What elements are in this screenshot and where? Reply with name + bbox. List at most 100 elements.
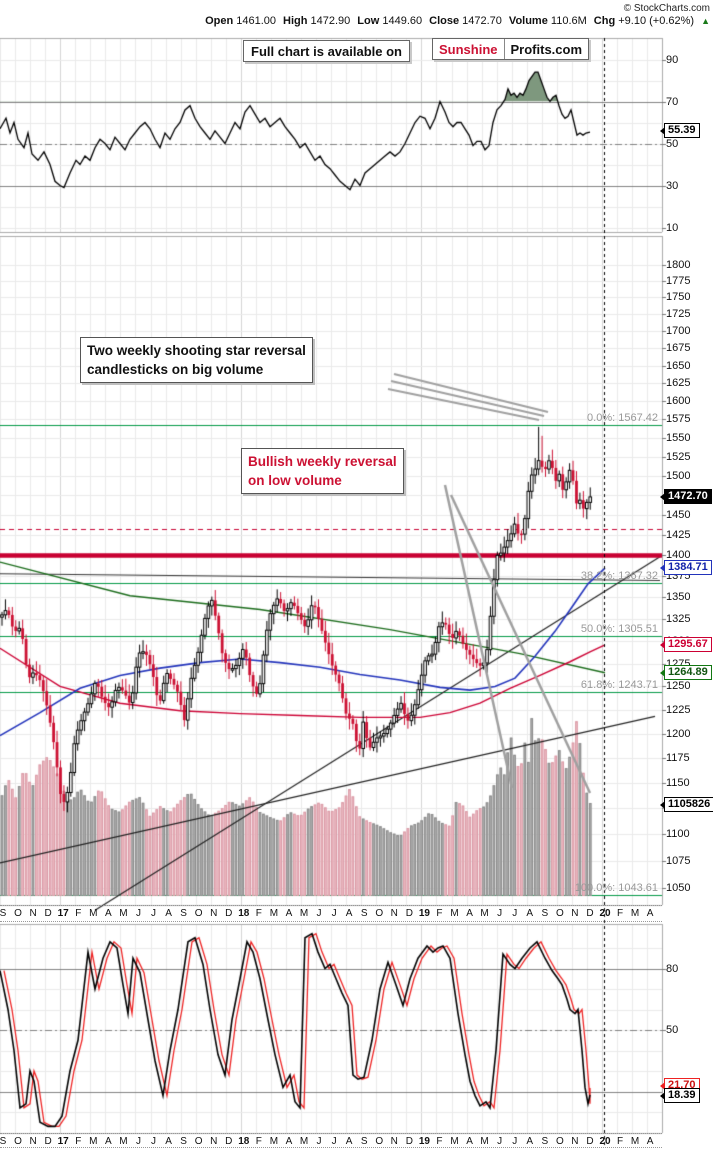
- x-axis-month-label: F: [616, 908, 624, 919]
- x-axis-month-label: J: [135, 908, 141, 919]
- rsi-axis-tick: 70: [666, 95, 679, 108]
- rsi-axis-tick: 10: [666, 221, 679, 234]
- price-axis-tick: 1150: [666, 776, 690, 789]
- x-axis-month-label: N: [571, 1136, 579, 1147]
- high-label: High: [283, 15, 308, 27]
- x-axis-month-label: A: [285, 908, 293, 919]
- x-axis-month-label: A: [285, 1136, 293, 1147]
- banner-sunshineprofits[interactable]: Sunshine Profits.com: [432, 38, 590, 60]
- x-axis-month-label: F: [75, 908, 82, 919]
- last-value-badge: 1264.89: [660, 665, 712, 680]
- volume-value: 110.6M: [550, 15, 587, 27]
- x-axis-month-label: S: [0, 908, 7, 919]
- x-axis-month-label: N: [210, 908, 218, 919]
- annotation-shooting-star: Two weekly shooting star reversal candle…: [80, 337, 313, 383]
- x-axis-month-label: S: [541, 908, 549, 919]
- x-axis-month-label: A: [466, 908, 473, 919]
- x-axis-month-label: M: [269, 908, 279, 919]
- x-axis-month-label: J: [497, 908, 503, 919]
- brand-sunshine[interactable]: Sunshine: [433, 39, 505, 59]
- x-axis-month-label: S: [0, 1136, 7, 1147]
- low-value: 1449.60: [382, 15, 423, 27]
- close-value: 1472.70: [462, 15, 502, 27]
- x-axis-month-label: M: [89, 1136, 98, 1147]
- axis-strip-divider: [0, 1133, 662, 1134]
- last-value-badge: 55.39: [660, 123, 700, 138]
- x-axis-month-label: 19: [418, 1136, 430, 1147]
- x-axis-month-label: D: [44, 908, 52, 919]
- x-axis-month-label: N: [29, 1136, 37, 1147]
- x-axis-month-label: J: [497, 1136, 503, 1147]
- x-axis-month-label: D: [405, 1136, 413, 1147]
- badge-notch-icon: [660, 564, 665, 572]
- up-arrow-icon: ▲: [701, 16, 710, 26]
- x-axis-month-label: O: [194, 908, 203, 919]
- x-axis-month-label: O: [375, 1136, 384, 1147]
- close-label: Close: [429, 15, 460, 27]
- banner-full-chart: Full chart is available on: [243, 40, 410, 62]
- x-axis-month-label: J: [151, 908, 156, 919]
- badge-notch-icon: [660, 127, 665, 135]
- badge-notch-icon: [660, 669, 665, 677]
- x-axis-month-label: J: [316, 1136, 322, 1147]
- x-axis-month-label: S: [180, 908, 187, 919]
- x-axis-month-label: M: [119, 908, 128, 919]
- axis-strip-divider: [0, 905, 662, 906]
- x-axis-month-label: O: [14, 1136, 22, 1147]
- low-label: Low: [357, 15, 380, 27]
- x-axis-month-label: A: [466, 1136, 473, 1147]
- x-axis-month-label: D: [586, 1136, 594, 1147]
- last-value-badge: 1105826: [660, 797, 713, 812]
- stoch-axis-tick: 80: [666, 962, 679, 975]
- x-axis-month-label: 20: [599, 908, 611, 919]
- x-axis-month-label: O: [194, 1136, 203, 1147]
- banner-left-text: Full chart is available on: [251, 43, 402, 59]
- x-axis-month-label: N: [571, 908, 579, 919]
- x-axis-month-label: M: [269, 1136, 279, 1147]
- x-axis-month-label: F: [255, 1136, 262, 1147]
- x-axis-month-label: 20: [599, 1136, 611, 1147]
- x-axis-month-label: N: [390, 908, 398, 919]
- stoch-axis-tick: 50: [666, 1024, 679, 1036]
- open-value: 1461.00: [236, 15, 277, 27]
- brand-profits[interactable]: Profits.com: [510, 41, 583, 57]
- last-value-badge: 1384.71: [660, 560, 712, 575]
- x-axis-month-label: N: [390, 1136, 398, 1147]
- badge-notch-icon: [660, 1092, 665, 1100]
- x-axis-month-label: M: [299, 1136, 309, 1147]
- x-axis-month-label: D: [225, 1136, 233, 1147]
- x-axis-month-label: M: [450, 908, 459, 919]
- x-axis-month-label: F: [436, 1136, 443, 1147]
- x-axis-month-label: 17: [57, 1136, 69, 1147]
- price-axis-tick: 1600: [666, 395, 691, 408]
- annotation-line: on low volume: [248, 473, 342, 488]
- fib-retracement-label: 50.0%: 1305.51: [580, 623, 658, 636]
- x-axis-month-label: A: [526, 908, 534, 919]
- chg-value: +9.10 (+0.62%): [618, 15, 695, 27]
- x-axis-month-label: A: [646, 1136, 654, 1147]
- copyright-text: © StockCharts.com: [623, 3, 710, 14]
- annotation-line: Two weekly shooting star reversal: [87, 343, 306, 358]
- price-axis-tick: 1675: [666, 342, 691, 355]
- x-axis-month-label: F: [75, 1136, 82, 1147]
- fib-retracement-label: 0.0%: 1567.42: [587, 411, 658, 424]
- axis-strip-divider: [0, 921, 662, 922]
- axis-strip-divider: [0, 1147, 662, 1148]
- x-axis-month-label: A: [345, 1136, 353, 1147]
- x-axis-month-label: A: [526, 1136, 534, 1147]
- price-axis-tick: 1425: [666, 528, 691, 541]
- price-axis-tick: 1500: [666, 469, 691, 482]
- x-axis-month-label: M: [630, 1136, 640, 1147]
- x-axis-month-label: F: [616, 1136, 624, 1147]
- x-axis-month-label: S: [180, 1136, 187, 1147]
- price-axis-tick: 1050: [666, 882, 691, 894]
- x-axis-month-label: A: [165, 1136, 172, 1147]
- price-axis-tick: 1250: [666, 680, 691, 693]
- price-axis-tick: 1525: [666, 450, 691, 463]
- price-axis-tick: 1625: [666, 377, 691, 390]
- x-axis-month-label: F: [255, 908, 262, 919]
- x-axis-month-label: M: [299, 908, 309, 919]
- x-axis-month-label: D: [586, 908, 594, 919]
